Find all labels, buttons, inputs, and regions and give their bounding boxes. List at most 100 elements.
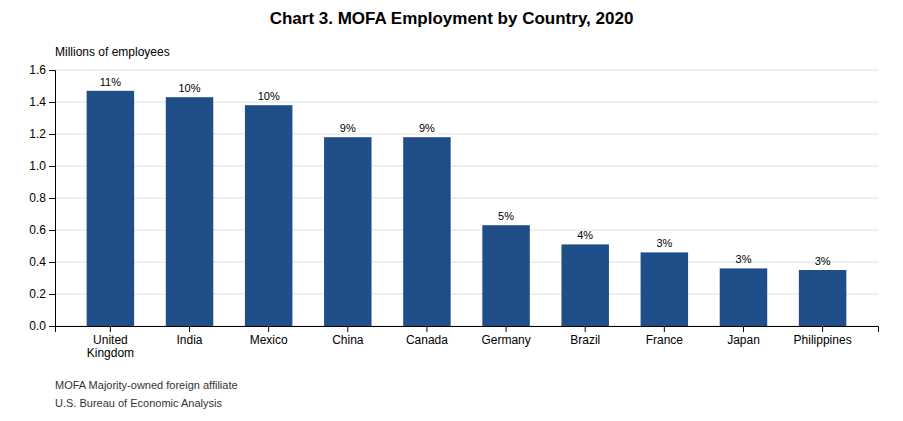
y-tick-label: 0.6 [29,223,46,237]
y-tick-mark [49,70,55,71]
chart: Chart 3. MOFA Employment by Country, 202… [0,0,903,421]
y-tick-mark [49,230,55,231]
y-axis-line [49,71,56,327]
bar [403,137,450,326]
data-label: 10% [179,82,201,94]
x-tick-label: Mexico [250,333,288,347]
footnotes: MOFA Majority-owned foreign affiliate U.S… [55,379,238,409]
x-tick-label: Japan [727,333,760,347]
x-axis-line [56,327,879,333]
y-tick-label: 1.6 [29,63,46,77]
x-tick-label-line: United [93,333,128,347]
data-label: 4% [577,229,593,241]
bar [166,97,213,326]
data-label: 9% [419,122,435,134]
y-tick-mark [49,326,55,327]
x-tick: Germany [481,326,530,347]
x-tick-mark [664,326,665,332]
bars [87,91,847,326]
x-tick: India [177,326,203,347]
x-tick-label-line: Philippines [794,333,852,347]
data-label: 3% [815,255,831,267]
x-tick-label: Philippines [794,333,852,347]
bar [799,270,846,326]
data-labels: 11%10%10%9%9%5%4%3%3%3% [100,76,831,267]
x-tick-label: India [177,333,203,347]
x-tick-mark [268,326,269,332]
x-tick-label: France [646,333,684,347]
bar [482,225,529,326]
x-tick-label-line: Brazil [570,333,600,347]
bar [245,105,292,326]
x-tick: Canada [406,326,448,347]
y-tick: 1.4 [29,95,55,109]
x-tick: China [332,326,364,347]
x-tick-mark [347,326,348,332]
x-tick-label-line: Kingdom [87,346,134,360]
x-tick-mark [110,326,111,332]
x-tick: Japan [727,326,760,347]
x-tick-label: UnitedKingdom [87,333,134,361]
bar [720,268,767,326]
y-tick-mark [49,134,55,135]
x-tick: Philippines [794,326,852,347]
y-tick-mark [49,262,55,263]
y-axis-label: Millions of employees [55,45,170,59]
x-tick: Mexico [250,326,288,347]
footnote: MOFA Majority-owned foreign affiliate [55,379,238,391]
y-tick-label: 0.4 [29,255,46,269]
x-tick-label-line: Japan [727,333,760,347]
x-tick-label: China [332,333,364,347]
y-tick-mark [49,294,55,295]
x-tick-mark [585,326,586,332]
grid-line [55,70,878,71]
y-tick-label: 1.4 [29,95,46,109]
y-tick: 0.6 [29,223,55,237]
x-tick-mark [189,326,190,332]
x-tick-label-line: India [177,333,203,347]
y-tick: 0.4 [29,255,55,269]
x-tick-label-line: Canada [406,333,448,347]
y-tick: 0.8 [29,191,55,205]
y-tick-mark [49,102,55,103]
y-tick-label: 0.2 [29,287,46,301]
x-tick-mark [426,326,427,332]
x-tick-mark [506,326,507,332]
bar [87,91,134,326]
y-tick-mark [49,198,55,199]
data-label: 10% [258,90,280,102]
y-axis: 0.0 0.2 0.4 0.6 0.8 1.0 1.2 1.4 1.6 [29,63,55,333]
y-tick-label: 1.2 [29,127,46,141]
x-tick: France [646,326,684,347]
title: Chart 3. MOFA Employment by Country, 202… [270,9,634,28]
bar [561,244,608,326]
x-tick: Brazil [570,326,600,347]
x-tick-label: Canada [406,333,448,347]
data-label: 3% [736,253,752,265]
y-tick: 1.6 [29,63,55,77]
bar [641,252,688,326]
y-tick: 0.0 [29,319,55,333]
plot: 0.00.20.40.60.81.01.21.41.611%10%10%9%9%… [29,63,878,360]
x-tick-label: Brazil [570,333,600,347]
x-tick-label-line: China [332,333,364,347]
x-tick-label-line: France [646,333,684,347]
y-tick: 1.2 [29,127,55,141]
y-tick-label: 0.0 [29,319,46,333]
data-label: 9% [340,122,356,134]
y-tick-mark [49,166,55,167]
y-tick-label: 0.8 [29,191,46,205]
data-label: 5% [498,210,514,222]
x-tick-label-line: Germany [481,333,530,347]
grid [55,70,878,326]
x-tick-mark [822,326,823,332]
x-tick-label-line: Mexico [250,333,288,347]
y-tick: 0.2 [29,287,55,301]
x-tick-label: Germany [481,333,530,347]
data-label: 3% [656,237,672,249]
footnote: U.S. Bureau of Economic Analysis [55,397,222,409]
bar [324,137,371,326]
x-tick-mark [743,326,744,332]
y-tick-label: 1.0 [29,159,46,173]
y-tick: 1.0 [29,159,55,173]
